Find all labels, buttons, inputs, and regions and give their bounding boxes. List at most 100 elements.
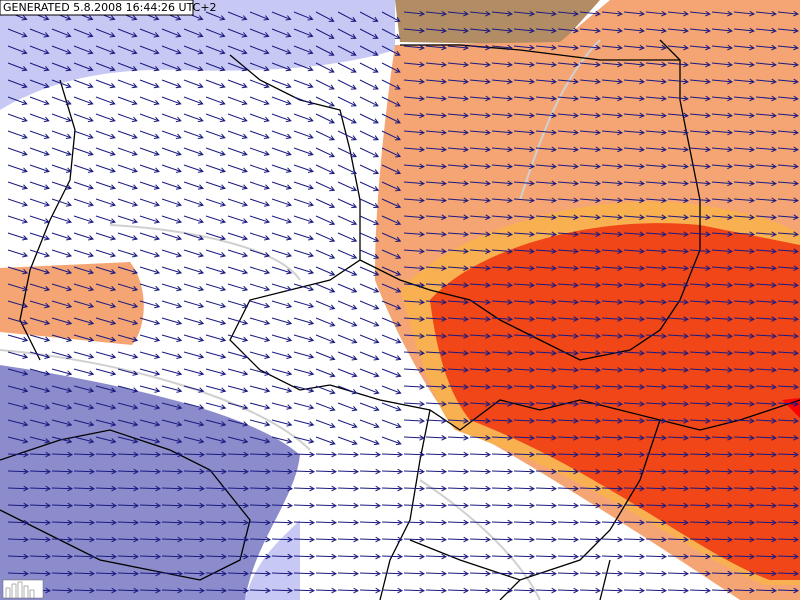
wind-arrow: [777, 451, 800, 458]
wind-arrow: [689, 61, 711, 68]
wind-arrow: [469, 553, 492, 560]
wind-arrow: [337, 45, 357, 56]
wind-arrow: [403, 299, 425, 305]
wind-arrow: [95, 419, 117, 427]
wind-arrow: [667, 519, 690, 526]
wind-arrow: [95, 96, 116, 106]
wind-arrow: [491, 384, 514, 390]
wind-arrow: [667, 418, 690, 424]
wind-arrow: [403, 180, 425, 187]
wind-arrow: [73, 587, 96, 594]
wind-arrow: [403, 44, 425, 51]
wind-arrow: [689, 129, 711, 136]
wind-arrow: [535, 299, 557, 305]
wind-arrow: [29, 317, 51, 326]
wind-arrow: [315, 300, 336, 310]
wind-arrow: [271, 570, 294, 577]
wind-arrow: [337, 266, 358, 276]
wind-arrow: [711, 129, 733, 136]
wind-arrow: [117, 419, 139, 427]
wind-arrow: [777, 333, 799, 339]
wind-arrow: [271, 468, 294, 475]
wind-arrow: [139, 317, 161, 326]
wind-arrow: [271, 198, 292, 207]
wind-arrow: [425, 299, 447, 305]
wind-arrow: [447, 10, 469, 17]
wind-arrow: [337, 130, 357, 141]
wind-arrow: [205, 485, 228, 492]
wind-arrow: [183, 419, 205, 427]
wind-arrow: [315, 62, 335, 73]
wind-arrow: [249, 436, 271, 444]
wind-arrow: [249, 215, 271, 224]
wind-arrow: [491, 265, 513, 271]
generated-stamp: GENERATED 5.8.2008 16:44:26 UTC+2: [3, 1, 217, 14]
isoline: [519, 39, 601, 201]
wind-arrow: [733, 231, 755, 238]
wind-arrow: [469, 95, 491, 102]
wind-arrow: [73, 198, 94, 207]
wind-arrow: [469, 299, 491, 305]
wind-arrow: [29, 181, 50, 190]
wind-arrow: [579, 299, 601, 305]
wind-arrow: [359, 215, 380, 226]
wind-arrow: [579, 231, 601, 238]
wind-arrow: [469, 282, 491, 288]
wind-arrow: [491, 129, 513, 136]
wind-arrow: [73, 536, 96, 543]
wind-arrow: [425, 78, 447, 85]
wind-arrow: [139, 164, 160, 173]
header-box: [0, 0, 194, 16]
wind-arrow: [513, 299, 535, 305]
wind-arrow: [689, 502, 712, 509]
wind-arrow: [293, 96, 314, 106]
wind-arrow: [7, 436, 29, 444]
wind-arrow: [777, 384, 800, 390]
wind-arrow: [205, 181, 226, 190]
wind-arrow: [227, 198, 248, 207]
wind-arrow: [359, 587, 382, 594]
wind-arrow: [227, 11, 248, 21]
wind-arrow: [601, 299, 623, 305]
wind-arrow: [205, 317, 227, 326]
wind-arrow: [425, 231, 447, 238]
wind-arrow: [139, 553, 162, 560]
wind-arrow: [667, 180, 689, 187]
wind-arrow: [161, 451, 184, 458]
wind-arrow: [139, 249, 161, 258]
wind-arrow: [337, 283, 358, 293]
wind-arrow: [337, 215, 358, 226]
wind-arrow: [689, 214, 711, 221]
wind-arrow: [601, 146, 623, 153]
wind-arrow: [73, 317, 95, 326]
wind-arrow: [667, 112, 689, 119]
wind-arrow: [161, 317, 183, 326]
wind-arrow: [491, 536, 514, 543]
wind-arrow: [271, 553, 294, 560]
wind-arrow: [95, 28, 116, 38]
wind-arrow: [315, 283, 336, 293]
wind-arrow: [161, 232, 183, 241]
wind-arrow: [425, 367, 448, 373]
wind-arrow: [315, 232, 336, 242]
wind-arrow: [513, 163, 535, 170]
wind-arrow: [359, 519, 382, 526]
wind-arrow: [601, 519, 624, 526]
wind-arrow: [117, 553, 140, 560]
wind-arrow: [381, 351, 402, 361]
wind-arrow: [667, 44, 689, 51]
wind-arrow: [535, 78, 557, 85]
wind-arrow: [689, 468, 712, 475]
wind-arrow: [645, 468, 668, 475]
wind-arrow: [711, 163, 733, 170]
wind-arrow: [755, 299, 777, 305]
wind-arrow: [689, 451, 712, 458]
wind-arrow: [337, 113, 357, 124]
wind-arrow: [95, 436, 117, 444]
wind-arrow: [469, 197, 491, 204]
wind-arrow: [469, 316, 491, 322]
wind-arrow: [271, 402, 293, 410]
wind-arrow: [601, 384, 624, 390]
wind-arrow: [359, 283, 380, 293]
wind-arrow: [513, 27, 535, 34]
